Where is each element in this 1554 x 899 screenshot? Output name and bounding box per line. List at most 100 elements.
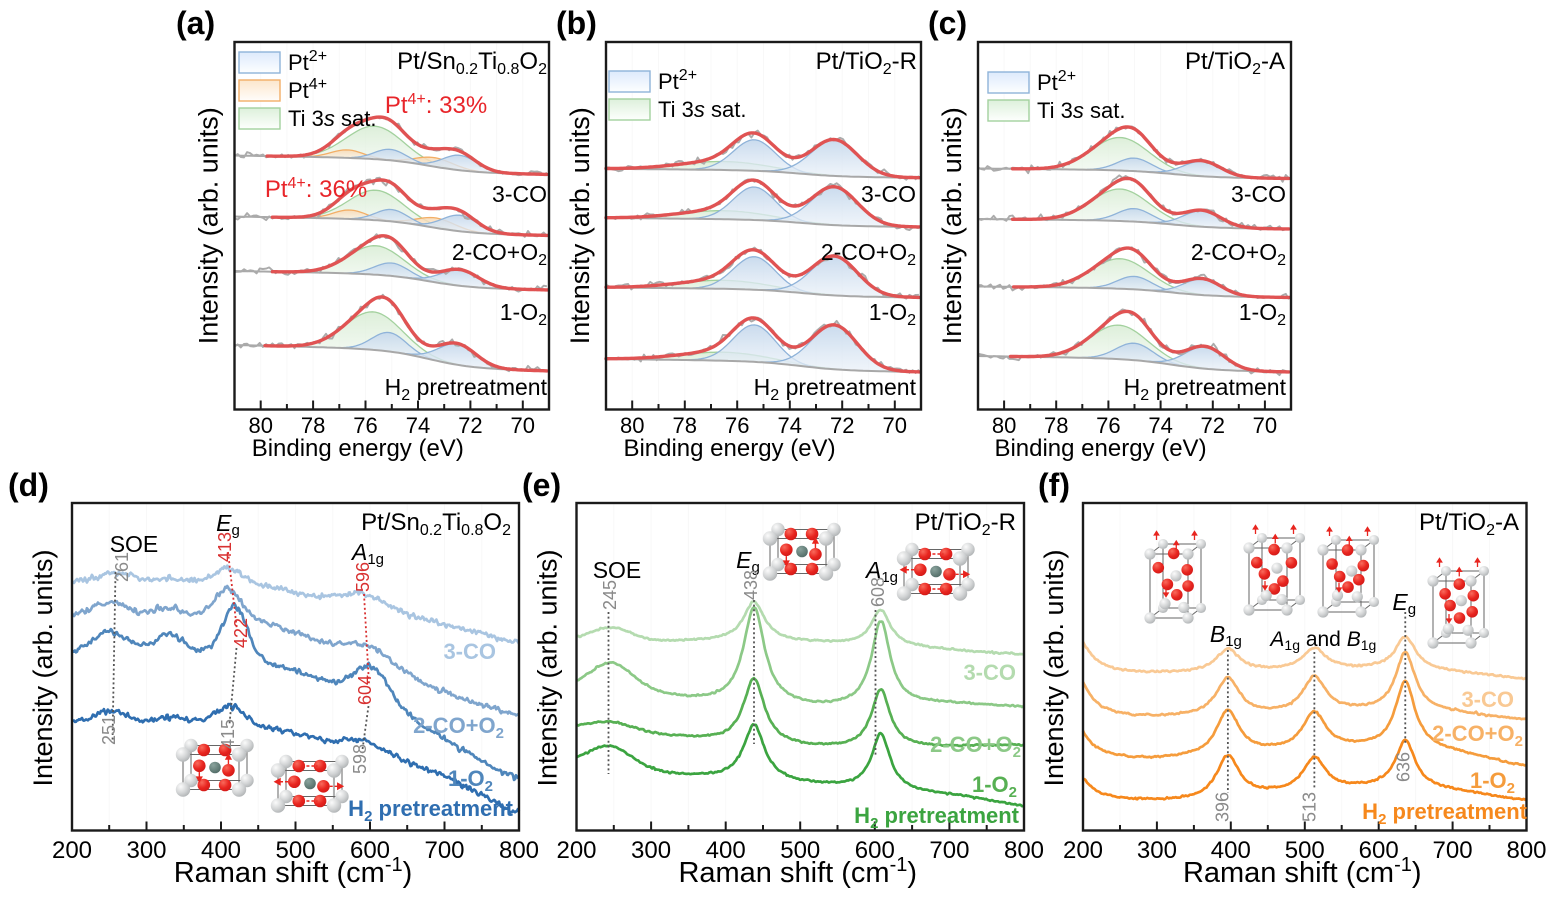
svg-text:70: 70 xyxy=(883,413,907,438)
svg-text:Eg​: Eg​ xyxy=(736,547,760,576)
svg-text:Raman shift (cm-1​): Raman shift (cm-1​) xyxy=(1183,854,1422,889)
svg-text:H2​ pretreatment: H2​ pretreatment xyxy=(1362,799,1528,828)
svg-text:78: 78 xyxy=(673,413,697,438)
svg-text:74: 74 xyxy=(406,413,430,438)
svg-text:A1g​ and B1g​: A1g​ and B1g​ xyxy=(1268,628,1376,653)
svg-text:500: 500 xyxy=(275,837,315,864)
svg-text:2-CO+O2​: 2-CO+O2​ xyxy=(413,713,504,742)
svg-text:261: 261 xyxy=(112,552,132,582)
svg-text:500: 500 xyxy=(1285,837,1325,864)
svg-text:600: 600 xyxy=(1359,837,1399,864)
svg-text:800: 800 xyxy=(1004,837,1044,864)
svg-text:(d): (d) xyxy=(8,467,49,503)
svg-text:78: 78 xyxy=(1044,413,1068,438)
svg-text:70: 70 xyxy=(511,413,535,438)
svg-text:Intensity (arb. units): Intensity (arb. units) xyxy=(1039,549,1069,786)
svg-text:80: 80 xyxy=(620,413,644,438)
svg-text:3-CO: 3-CO xyxy=(963,660,1016,685)
svg-text:(e): (e) xyxy=(522,467,561,503)
svg-text:438: 438 xyxy=(741,570,761,600)
svg-text:Eg​: Eg​ xyxy=(216,510,240,539)
svg-text:2-CO+O2​: 2-CO+O2​ xyxy=(1191,239,1286,269)
svg-text:2-CO+O2​: 2-CO+O2​ xyxy=(821,239,916,269)
svg-text:400: 400 xyxy=(706,837,746,864)
svg-text:Intensity (arb. units): Intensity (arb. units) xyxy=(937,107,967,344)
svg-text:3-CO: 3-CO xyxy=(1231,181,1286,207)
svg-text:596: 596 xyxy=(353,562,373,592)
svg-text:(b): (b) xyxy=(556,5,597,41)
svg-text:Pt/TiO2​-R: Pt/TiO2​-R xyxy=(915,509,1016,539)
svg-text:H2​ pretreatment: H2​ pretreatment xyxy=(348,796,514,825)
svg-text:80: 80 xyxy=(992,413,1016,438)
svg-text:Pt/TiO2​-A: Pt/TiO2​-A xyxy=(1419,509,1519,539)
svg-text:76: 76 xyxy=(725,413,749,438)
svg-text:Raman shift (cm-1​): Raman shift (cm-1​) xyxy=(678,854,917,889)
svg-text:422: 422 xyxy=(231,618,251,648)
svg-text:Pt/TiO2​-R: Pt/TiO2​-R xyxy=(816,48,917,78)
svg-text:A1g​: A1g​ xyxy=(350,539,384,568)
svg-text:636: 636 xyxy=(1393,752,1413,782)
svg-text:300: 300 xyxy=(126,837,166,864)
svg-text:400: 400 xyxy=(1211,837,1251,864)
svg-text:(c): (c) xyxy=(928,5,967,41)
svg-text:72: 72 xyxy=(458,413,482,438)
svg-text:800: 800 xyxy=(499,837,539,864)
svg-text:72: 72 xyxy=(1201,413,1225,438)
svg-text:Binding energy (eV): Binding energy (eV) xyxy=(252,435,464,462)
svg-text:76: 76 xyxy=(353,413,377,438)
svg-text:H2​ pretreatment: H2​ pretreatment xyxy=(754,374,917,404)
svg-text:413: 413 xyxy=(215,532,235,562)
svg-text:200: 200 xyxy=(1063,837,1103,864)
svg-text:A1g​: A1g​ xyxy=(864,557,898,586)
svg-text:415: 415 xyxy=(218,719,238,749)
svg-text:H2​ pretreatment: H2​ pretreatment xyxy=(385,374,548,404)
svg-text:(a): (a) xyxy=(176,5,215,41)
svg-text:396: 396 xyxy=(1212,792,1232,822)
svg-text:200: 200 xyxy=(52,837,92,864)
svg-text:74: 74 xyxy=(778,413,802,438)
svg-text:Pt4+​: 36%: Pt4+​: 36% xyxy=(265,175,367,203)
svg-text:Intensity (arb. units): Intensity (arb. units) xyxy=(194,107,224,344)
svg-text:B1g​: B1g​ xyxy=(1210,621,1242,650)
svg-text:Ti 3s sat.: Ti 3s sat. xyxy=(658,97,746,122)
svg-text:700: 700 xyxy=(1433,837,1473,864)
svg-text:SOE: SOE xyxy=(110,531,159,557)
svg-text:3-CO: 3-CO xyxy=(861,181,916,207)
svg-text:Pt4+​: 33%: Pt4+​: 33% xyxy=(385,91,487,119)
svg-text:Ti 3s sat.: Ti 3s sat. xyxy=(1037,98,1125,123)
svg-text:251: 251 xyxy=(99,715,119,745)
svg-text:800: 800 xyxy=(1506,837,1546,864)
svg-text:Binding energy (eV): Binding energy (eV) xyxy=(994,435,1206,462)
svg-text:700: 700 xyxy=(424,837,464,864)
svg-text:200: 200 xyxy=(556,837,596,864)
svg-text:2-CO+O2​: 2-CO+O2​ xyxy=(1432,721,1523,750)
svg-text:600: 600 xyxy=(350,837,390,864)
svg-text:(f): (f) xyxy=(1038,467,1070,503)
svg-text:245: 245 xyxy=(600,580,620,610)
svg-text:Intensity (arb. units): Intensity (arb. units) xyxy=(565,107,595,344)
svg-text:400: 400 xyxy=(201,837,241,864)
svg-text:Eg​: Eg​ xyxy=(1392,589,1416,618)
svg-text:72: 72 xyxy=(830,413,854,438)
svg-text:3-CO: 3-CO xyxy=(1461,687,1514,712)
svg-text:Pt/TiO2​-A: Pt/TiO2​-A xyxy=(1185,48,1285,78)
svg-text:Intensity (arb. units): Intensity (arb. units) xyxy=(28,549,58,786)
svg-text:H2​ pretreatment: H2​ pretreatment xyxy=(854,803,1020,832)
svg-text:608: 608 xyxy=(868,577,888,607)
svg-text:H2​ pretreatment: H2​ pretreatment xyxy=(1124,374,1287,404)
svg-text:300: 300 xyxy=(631,837,671,864)
svg-text:70: 70 xyxy=(1253,413,1277,438)
svg-text:Binding energy (eV): Binding energy (eV) xyxy=(623,435,835,462)
svg-text:Ti 3s sat.: Ti 3s sat. xyxy=(288,106,376,131)
svg-text:2-CO+O2​: 2-CO+O2​ xyxy=(452,239,547,269)
svg-text:3-CO: 3-CO xyxy=(492,181,547,207)
svg-text:78: 78 xyxy=(301,413,325,438)
svg-text:Raman shift (cm-1​): Raman shift (cm-1​) xyxy=(174,854,413,889)
svg-text:300: 300 xyxy=(1137,837,1177,864)
svg-text:3-CO: 3-CO xyxy=(443,639,496,664)
svg-text:Pt4+​: Pt4+​ xyxy=(288,76,327,103)
svg-text:Intensity (arb. units): Intensity (arb. units) xyxy=(533,549,563,786)
svg-text:80: 80 xyxy=(248,413,272,438)
svg-text:700: 700 xyxy=(929,837,969,864)
svg-text:500: 500 xyxy=(780,837,820,864)
